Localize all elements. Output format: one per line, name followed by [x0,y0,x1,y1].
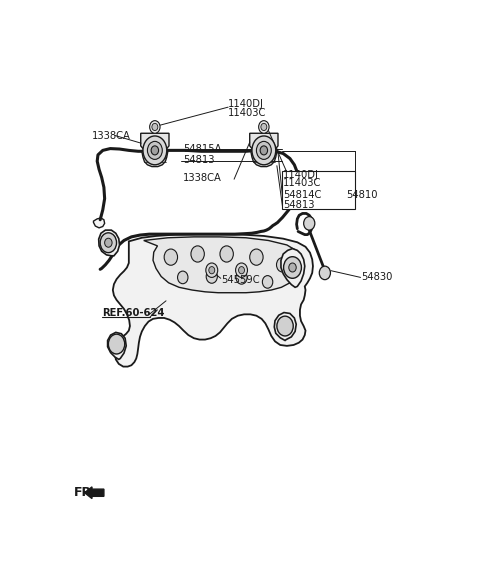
Circle shape [143,136,167,165]
Circle shape [220,246,233,262]
Text: 54814C: 54814C [283,190,322,199]
FancyArrow shape [84,487,104,498]
Text: 54830: 54830 [361,273,393,283]
Polygon shape [144,237,301,292]
Circle shape [147,142,162,159]
Text: 54813: 54813 [283,200,315,211]
Text: 54815A: 54815A [183,143,221,154]
Circle shape [289,263,296,272]
Circle shape [276,257,288,272]
Polygon shape [281,249,305,287]
Circle shape [319,266,330,280]
Text: FR.: FR. [74,486,97,499]
Circle shape [206,270,217,283]
Circle shape [284,257,301,278]
Circle shape [236,263,248,277]
FancyBboxPatch shape [282,171,355,209]
Circle shape [277,316,293,336]
Circle shape [206,263,218,277]
Circle shape [151,146,158,155]
Circle shape [108,334,125,354]
Circle shape [164,249,178,265]
Circle shape [263,276,273,288]
Circle shape [260,146,267,155]
Polygon shape [142,152,168,167]
Polygon shape [99,230,120,256]
Circle shape [239,267,244,274]
Text: 1338CA: 1338CA [183,173,222,183]
Circle shape [209,267,215,274]
Circle shape [261,123,267,130]
Text: 1140DJ: 1140DJ [283,170,319,180]
Circle shape [152,123,158,130]
Circle shape [191,246,204,262]
Polygon shape [250,133,278,150]
Circle shape [252,136,276,165]
Circle shape [150,121,160,133]
Polygon shape [251,152,277,167]
Circle shape [304,216,315,230]
Polygon shape [274,312,296,340]
Text: 54559C: 54559C [221,275,259,285]
Text: 54813: 54813 [183,155,214,166]
Text: 11403C: 11403C [228,108,266,118]
Circle shape [256,142,271,159]
Text: REF.60-624: REF.60-624 [102,308,164,318]
Polygon shape [108,332,126,359]
Polygon shape [113,234,313,367]
Polygon shape [141,133,169,150]
Circle shape [250,249,263,265]
Polygon shape [94,218,105,228]
Text: 54810: 54810 [347,190,378,199]
Circle shape [236,271,247,284]
Circle shape [178,271,188,284]
Circle shape [105,238,112,247]
Circle shape [100,233,117,253]
Circle shape [259,121,269,133]
Text: 1140DJ: 1140DJ [228,99,264,109]
Text: 11403C: 11403C [283,178,322,188]
Text: 1338CA: 1338CA [92,130,131,140]
